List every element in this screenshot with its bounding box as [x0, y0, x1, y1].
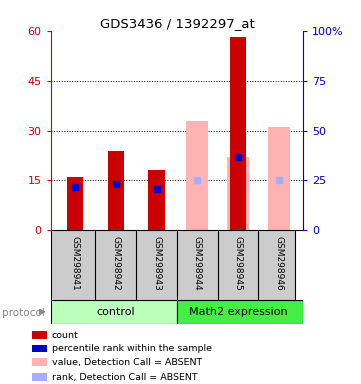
Bar [32, 344, 47, 352]
Bar [268, 127, 290, 230]
Text: count: count [52, 331, 78, 339]
Bar [148, 170, 165, 230]
Bar [51, 300, 177, 324]
Bar [32, 373, 47, 381]
Text: Math2 expression: Math2 expression [189, 307, 287, 317]
Text: GSM298942: GSM298942 [111, 236, 120, 291]
Bar [186, 121, 209, 230]
Text: protocol: protocol [2, 308, 44, 318]
Text: control: control [96, 307, 135, 317]
Text: GSM298944: GSM298944 [193, 236, 202, 291]
Text: percentile rank within the sample: percentile rank within the sample [52, 344, 212, 353]
Bar [67, 177, 83, 230]
Title: GDS3436 / 1392297_at: GDS3436 / 1392297_at [100, 17, 254, 30]
Text: GSM298946: GSM298946 [274, 236, 283, 291]
Text: value, Detection Call = ABSENT: value, Detection Call = ABSENT [52, 358, 202, 367]
Text: GSM298943: GSM298943 [152, 236, 161, 291]
Bar [108, 151, 124, 230]
Bar [32, 331, 47, 339]
Bar [177, 300, 303, 324]
Text: GSM298945: GSM298945 [234, 236, 243, 291]
Text: rank, Detection Call = ABSENT: rank, Detection Call = ABSENT [52, 372, 197, 382]
Bar [227, 157, 249, 230]
Text: GSM298941: GSM298941 [70, 236, 79, 291]
Bar [32, 358, 47, 366]
Bar [230, 37, 246, 230]
